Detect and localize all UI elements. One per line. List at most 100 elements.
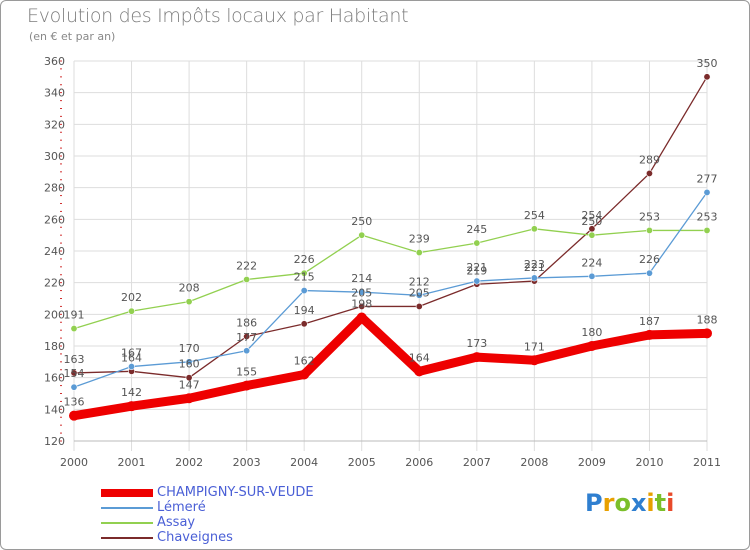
data-label: 164 xyxy=(121,351,142,364)
data-label: 254 xyxy=(581,209,602,222)
x-tick-label: 2001 xyxy=(118,456,146,469)
chart-title: Evolution des Impôts locaux par Habitant xyxy=(27,5,409,27)
data-point xyxy=(128,363,136,371)
data-point xyxy=(702,328,712,339)
y-tick-label: 140 xyxy=(44,403,65,416)
data-label: 277 xyxy=(697,172,718,185)
data-label: 160 xyxy=(179,358,200,371)
axes: 120 140 160 180 200 220 240 260 280 300 320 340 360 2… xyxy=(44,55,721,469)
data-point xyxy=(588,231,596,239)
y-tick-label: 160 xyxy=(44,372,65,385)
proxiti-logo: Proxiti xyxy=(585,489,675,517)
data-point xyxy=(529,355,540,366)
data-label: 167 xyxy=(121,347,142,360)
data-label: 245 xyxy=(466,223,487,236)
data-label: 350 xyxy=(697,57,718,70)
y-tick-label: 280 xyxy=(44,182,65,195)
data-label: 221 xyxy=(524,261,545,274)
data-point xyxy=(358,231,366,239)
data-point xyxy=(126,401,137,412)
x-tick-label: 2002 xyxy=(175,456,203,469)
grid xyxy=(73,60,708,451)
data-label: 177 xyxy=(236,331,257,344)
y-tick-label: 300 xyxy=(44,150,65,163)
data-label: 155 xyxy=(236,366,257,379)
data-point xyxy=(530,274,538,282)
data-point xyxy=(243,275,251,283)
x-tick-label: 2011 xyxy=(693,456,721,469)
data-label: 188 xyxy=(697,313,718,326)
data-label: 221 xyxy=(466,261,487,274)
y-tick-label: 180 xyxy=(44,340,65,353)
y-tick-label: 260 xyxy=(44,213,65,226)
data-point xyxy=(703,188,711,196)
chart-subtitle: (en € et par an) xyxy=(29,30,116,43)
data-point xyxy=(414,366,425,377)
legend-swatch xyxy=(101,489,153,497)
data-label: 289 xyxy=(639,153,660,166)
data-point xyxy=(241,380,252,391)
legend-swatch xyxy=(101,522,153,524)
x-tick-label: 2009 xyxy=(578,456,606,469)
data-point xyxy=(645,269,653,277)
y-tick-label: 340 xyxy=(44,87,65,100)
data-point xyxy=(415,302,423,310)
data-label: 222 xyxy=(236,260,257,273)
data-label: 194 xyxy=(294,304,315,317)
data-label: 136 xyxy=(64,396,85,409)
y-tick-label: 320 xyxy=(44,118,65,131)
data-point xyxy=(185,374,193,382)
data-point xyxy=(586,341,597,351)
x-tick-label: 2000 xyxy=(60,456,88,469)
data-label: 250 xyxy=(351,215,372,228)
data-point xyxy=(473,239,481,247)
data-point xyxy=(300,269,308,277)
data-label: 173 xyxy=(466,337,487,350)
data-label: 253 xyxy=(639,210,660,223)
x-tick-label: 2008 xyxy=(520,456,548,469)
data-point xyxy=(471,352,482,363)
data-point xyxy=(473,277,481,285)
series-line-champigny-sur-veude xyxy=(69,313,712,421)
data-point xyxy=(243,347,251,355)
y-tick-label: 120 xyxy=(44,435,65,448)
legend-label: Lémeré xyxy=(157,500,206,515)
data-label: 187 xyxy=(639,315,660,328)
data-label: 219 xyxy=(466,264,487,277)
data-point xyxy=(185,358,193,366)
data-label: 180 xyxy=(581,326,602,339)
data-label: 205 xyxy=(409,286,430,299)
data-point xyxy=(644,329,655,340)
y-tick-label: 220 xyxy=(44,277,65,290)
data-point xyxy=(300,287,308,295)
data-label: 212 xyxy=(409,275,430,288)
data-point xyxy=(70,369,78,377)
x-tick-label: 2003 xyxy=(233,456,261,469)
legend-label: CHAMPIGNY-SUR-VEUDE xyxy=(157,485,314,500)
data-label: 254 xyxy=(524,209,545,222)
data-point xyxy=(300,320,308,328)
data-label: 223 xyxy=(524,258,545,271)
data-label: 205 xyxy=(351,286,372,299)
data-point xyxy=(128,307,136,315)
data-label: 214 xyxy=(351,272,372,285)
series-line-l-mer- xyxy=(73,191,708,388)
data-label: 142 xyxy=(121,386,142,399)
data-point xyxy=(70,325,78,333)
series-lines xyxy=(69,73,712,421)
data-point xyxy=(703,73,711,81)
data-point xyxy=(703,226,711,234)
data-point xyxy=(358,288,366,296)
data-label: 202 xyxy=(121,291,142,304)
data-point xyxy=(356,312,367,323)
data-point xyxy=(243,332,251,340)
data-point xyxy=(530,225,538,233)
x-tick-label: 2010 xyxy=(635,456,663,469)
legend-swatch xyxy=(101,537,153,539)
x-tick-label: 2004 xyxy=(290,456,318,469)
data-point xyxy=(588,272,596,280)
series-line-assay xyxy=(73,228,708,330)
